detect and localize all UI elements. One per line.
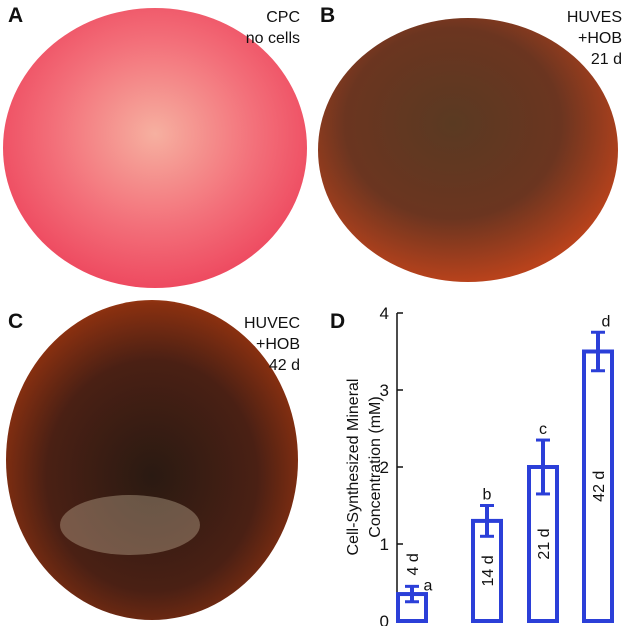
y-tick-label: 3	[380, 381, 389, 400]
y-tick-label: 2	[380, 458, 389, 477]
panel-caption: +HOB	[578, 30, 622, 47]
photo-c-highlight	[60, 495, 200, 555]
y-axis-label: Concentration (mM)	[367, 396, 384, 537]
panel-caption: HUVES	[567, 9, 622, 26]
panel-caption: HUVEC	[244, 315, 300, 332]
category-label: 42 d	[591, 471, 608, 502]
photo-b	[318, 18, 618, 282]
category-label: 4 d	[405, 553, 422, 575]
panel-caption: 42 d	[269, 357, 300, 374]
significance-label: b	[483, 487, 492, 504]
panel-caption: 21 d	[591, 51, 622, 68]
significance-label: d	[602, 313, 611, 330]
panel-label: D	[330, 310, 345, 333]
panel-label: B	[320, 4, 335, 27]
significance-label: c	[539, 421, 547, 438]
panel-labels: A CPC no cells B HUVES +HOB 21 d C HUVEC +HOB 42 d	[8, 4, 622, 374]
significance-label: a	[424, 577, 433, 594]
panel-label: C	[8, 310, 23, 333]
category-label: 14 d	[480, 555, 497, 586]
y-axis-label: Cell-Synthesized Mineral	[345, 379, 362, 556]
category-label: 21 d	[536, 528, 553, 559]
panel-caption: +HOB	[256, 336, 300, 353]
y-tick-label: 0	[380, 612, 389, 626]
photo-a	[3, 8, 307, 288]
bar-chart: D 0 1 2 3 4 Cell-Synthesized Mineral Concentrat…	[330, 304, 614, 626]
panel-label: A	[8, 4, 23, 27]
panel-caption: CPC	[266, 9, 300, 26]
photo-c	[6, 300, 298, 620]
panel-caption: no cells	[246, 30, 300, 47]
y-tick-label: 1	[380, 535, 389, 554]
y-tick-label: 4	[380, 304, 389, 323]
